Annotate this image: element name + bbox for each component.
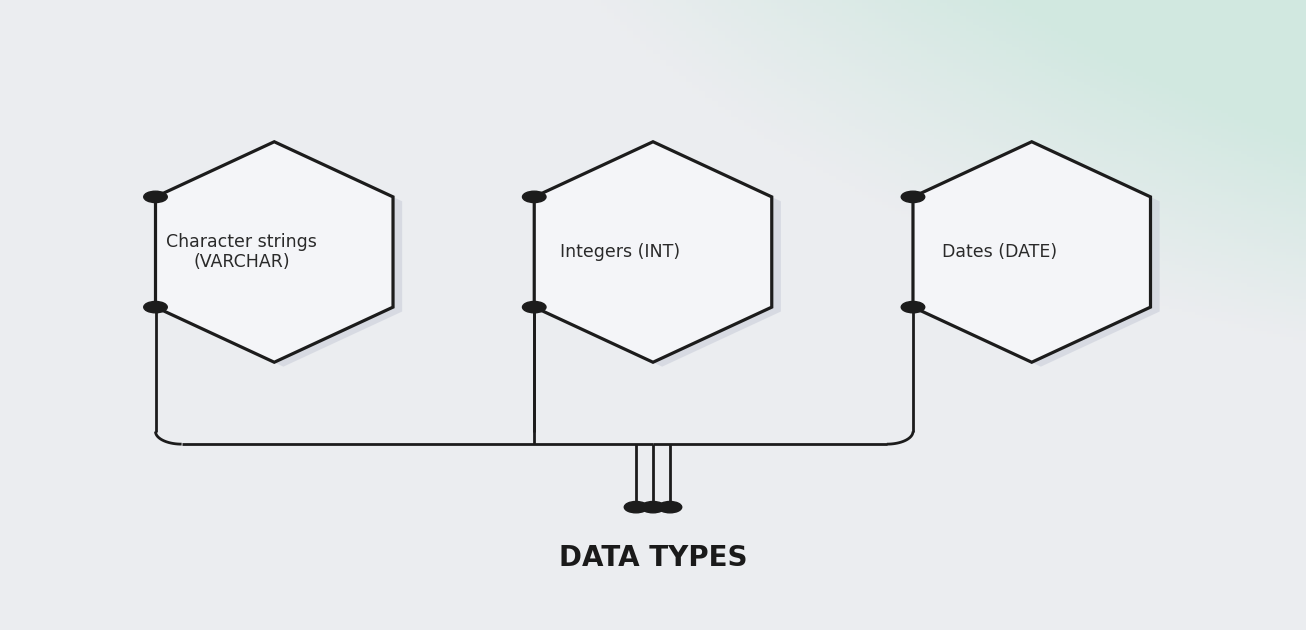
Circle shape — [641, 501, 665, 513]
Polygon shape — [155, 142, 393, 362]
Text: Dates (DATE): Dates (DATE) — [942, 243, 1057, 261]
Polygon shape — [165, 146, 402, 367]
Circle shape — [901, 301, 925, 313]
Polygon shape — [534, 142, 772, 362]
Text: Character strings
(VARCHAR): Character strings (VARCHAR) — [166, 232, 317, 272]
Polygon shape — [913, 142, 1151, 362]
Text: Integers (INT): Integers (INT) — [560, 243, 680, 261]
Polygon shape — [922, 146, 1160, 367]
Circle shape — [522, 192, 546, 203]
Text: DATA TYPES: DATA TYPES — [559, 544, 747, 571]
Circle shape — [901, 192, 925, 203]
Circle shape — [144, 301, 167, 313]
Circle shape — [624, 501, 648, 513]
Circle shape — [144, 192, 167, 203]
Polygon shape — [543, 146, 781, 367]
Circle shape — [658, 501, 682, 513]
Circle shape — [522, 301, 546, 313]
